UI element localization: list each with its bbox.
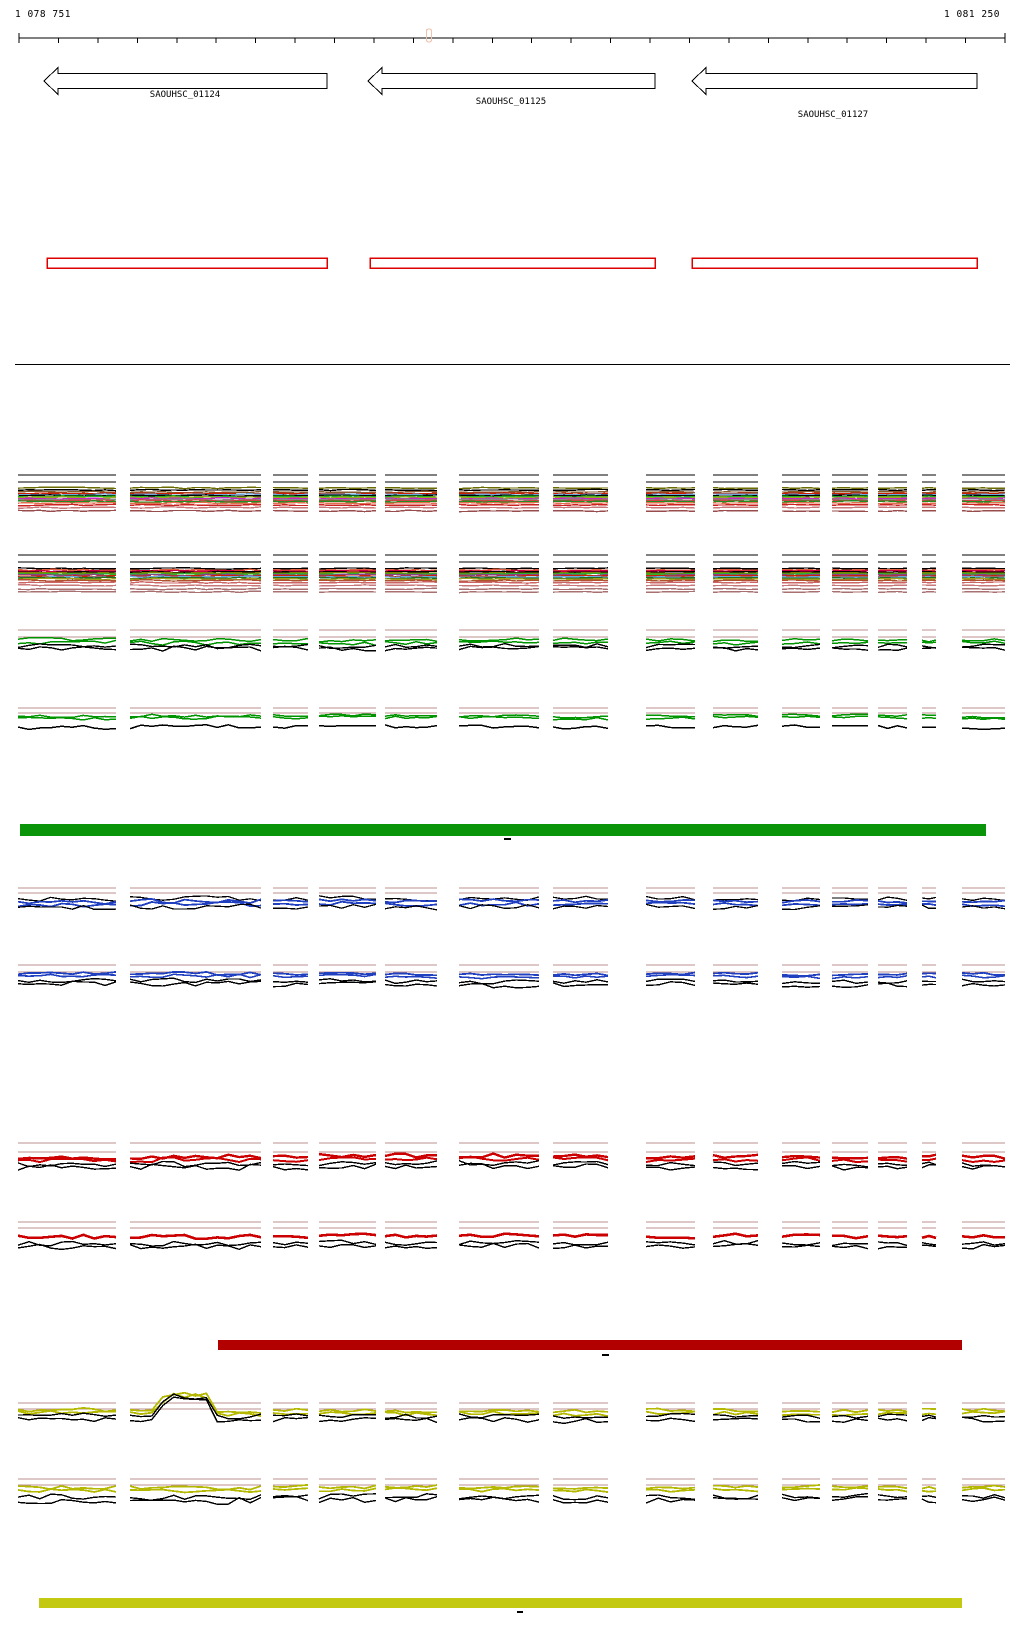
summary-bar-green [20,824,986,840]
transcript-box [691,257,978,269]
summary-bar-yellowgreen [39,1598,962,1613]
bar-dash-mark [504,838,511,840]
gene-label-saouhsc-01125: SAOUHSC_01125 [475,97,547,107]
track-overlay-row-2 [17,554,1006,594]
gene-arrow [367,66,656,96]
bar-dash-mark [517,1611,523,1613]
gene-arrow [691,66,978,96]
region-start-label: 1 078 751 [15,9,71,20]
track-green-row-1 [17,629,1006,652]
track-blue-row-1 [17,887,1006,911]
coordinate-ruler [18,28,1006,43]
track-overlay-row-1 [17,474,1006,513]
transcript-box [46,257,328,269]
track-red-row-1 [17,1142,1006,1171]
region-end-label: 1 081 250 [944,9,1000,20]
track-yellow-row-2 [17,1478,1006,1506]
track-green-row-2 [17,707,1006,731]
track-yellow-row-1 [17,1391,1006,1425]
transcript-box [369,257,656,269]
track-blue-row-2 [17,964,1006,989]
position-marker-icon [425,28,433,43]
gene-label-saouhsc-01124: SAOUHSC_01124 [149,90,221,100]
bar-dash-mark [602,1354,609,1356]
gene-arrow [43,66,328,96]
gene-label-saouhsc-01127: SAOUHSC_01127 [797,110,869,120]
summary-bar-darkred [218,1340,962,1356]
track-red-row-2 [17,1221,1006,1251]
